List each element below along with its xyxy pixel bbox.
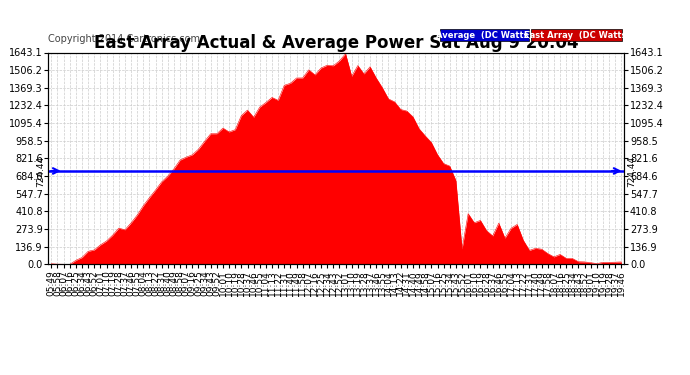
FancyBboxPatch shape	[440, 29, 529, 41]
Text: Copyright 2014 Cartronics.com: Copyright 2014 Cartronics.com	[48, 34, 200, 44]
Title: East Array Actual & Average Power Sat Aug 9 20:04: East Array Actual & Average Power Sat Au…	[94, 34, 579, 53]
Text: 724.44: 724.44	[37, 155, 46, 186]
Text: Average  (DC Watts): Average (DC Watts)	[436, 31, 533, 40]
Text: 724.44: 724.44	[627, 155, 636, 186]
FancyBboxPatch shape	[531, 29, 622, 41]
Text: East Array  (DC Watts): East Array (DC Watts)	[524, 31, 630, 40]
